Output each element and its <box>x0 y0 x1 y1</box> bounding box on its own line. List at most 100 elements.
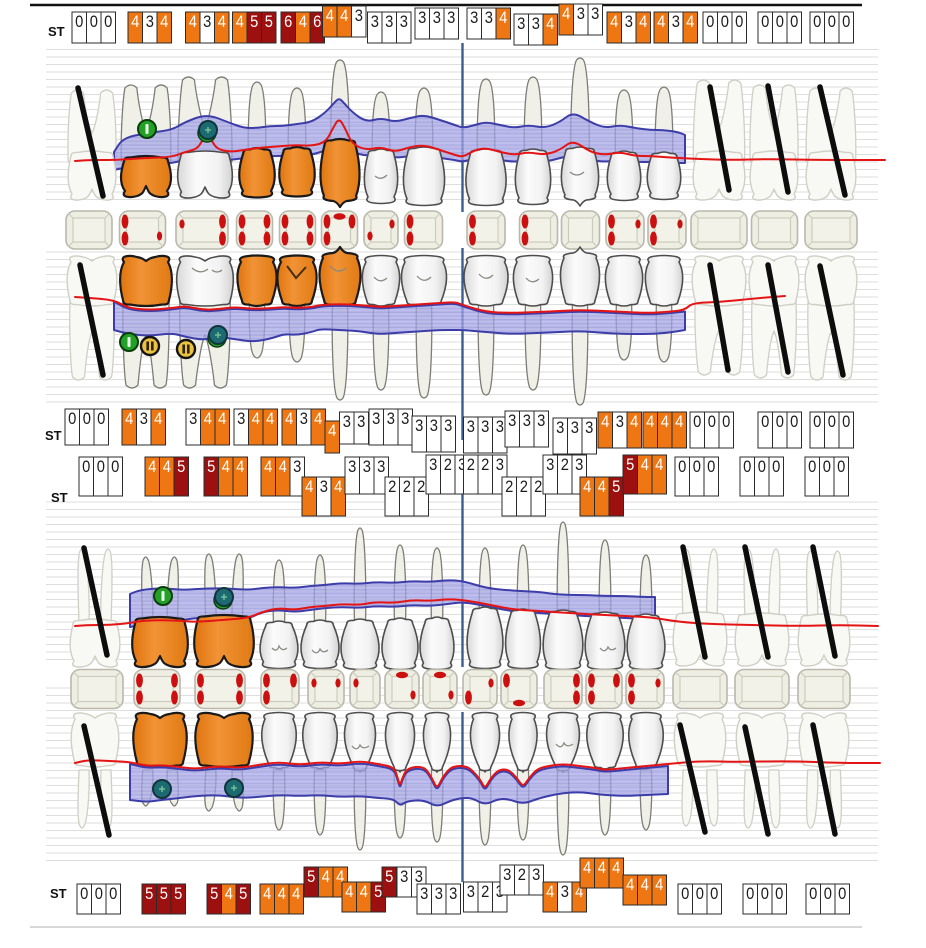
svg-text:0: 0 <box>823 458 831 476</box>
svg-text:0: 0 <box>828 13 836 31</box>
svg-text:4: 4 <box>499 9 507 27</box>
svg-text:3: 3 <box>293 458 301 476</box>
svg-text:0: 0 <box>82 458 90 476</box>
svg-text:0: 0 <box>776 413 784 431</box>
svg-text:3: 3 <box>237 410 245 428</box>
svg-text:5: 5 <box>160 885 168 903</box>
svg-text:0: 0 <box>809 885 817 903</box>
svg-text:3: 3 <box>577 5 585 23</box>
svg-text:3: 3 <box>625 13 633 31</box>
svg-text:3: 3 <box>357 413 365 431</box>
svg-text:3: 3 <box>189 410 197 428</box>
svg-text:0: 0 <box>842 13 850 31</box>
svg-text:2: 2 <box>417 478 425 496</box>
svg-text:5: 5 <box>174 885 182 903</box>
svg-text:3: 3 <box>485 9 493 27</box>
svg-text:3: 3 <box>385 13 393 31</box>
svg-text:3: 3 <box>444 417 452 435</box>
svg-text:2: 2 <box>388 478 396 496</box>
svg-text:0: 0 <box>706 13 714 31</box>
svg-text:6: 6 <box>313 13 321 31</box>
svg-text:3: 3 <box>449 885 457 903</box>
svg-text:2: 2 <box>481 883 489 901</box>
svg-text:4: 4 <box>218 13 226 31</box>
svg-text:3: 3 <box>458 456 466 474</box>
svg-text:0: 0 <box>681 885 689 903</box>
svg-text:ST: ST <box>48 24 65 39</box>
svg-text:ST: ST <box>50 886 67 901</box>
svg-text:2: 2 <box>505 478 513 496</box>
svg-text:0: 0 <box>761 413 769 431</box>
svg-text:3: 3 <box>467 418 475 436</box>
svg-text:0: 0 <box>743 458 751 476</box>
svg-text:4: 4 <box>252 410 260 428</box>
svg-text:4: 4 <box>222 458 230 476</box>
svg-text:3: 3 <box>400 868 408 886</box>
svg-text:4: 4 <box>125 410 133 428</box>
svg-text:3: 3 <box>470 9 478 27</box>
svg-text:3: 3 <box>556 419 564 437</box>
svg-text:3: 3 <box>415 417 423 435</box>
svg-text:2: 2 <box>534 478 542 496</box>
svg-text:3: 3 <box>348 458 356 476</box>
svg-text:4: 4 <box>598 859 606 877</box>
svg-text:4: 4 <box>189 13 197 31</box>
svg-text:4: 4 <box>655 456 663 474</box>
svg-text:0: 0 <box>824 885 832 903</box>
svg-text:2: 2 <box>403 478 411 496</box>
svg-text:3: 3 <box>546 456 554 474</box>
svg-text:0: 0 <box>837 458 845 476</box>
svg-text:0: 0 <box>808 458 816 476</box>
svg-text:0: 0 <box>790 13 798 31</box>
svg-text:4: 4 <box>236 458 244 476</box>
svg-text:0: 0 <box>722 413 730 431</box>
svg-text:4: 4 <box>334 478 342 496</box>
svg-text:4: 4 <box>326 7 334 25</box>
svg-text:4: 4 <box>641 456 649 474</box>
svg-text:0: 0 <box>735 13 743 31</box>
svg-text:0: 0 <box>109 885 117 903</box>
svg-text:0: 0 <box>68 410 76 428</box>
svg-text:4: 4 <box>263 885 271 903</box>
svg-text:4: 4 <box>264 458 272 476</box>
svg-text:3: 3 <box>363 458 371 476</box>
svg-text:5: 5 <box>177 458 185 476</box>
svg-text:0: 0 <box>775 885 783 903</box>
svg-text:0: 0 <box>761 13 769 31</box>
svg-text:3: 3 <box>496 456 504 474</box>
svg-text:4: 4 <box>322 868 330 886</box>
svg-text:3: 3 <box>496 418 504 436</box>
svg-text:5: 5 <box>250 13 258 31</box>
svg-text:4: 4 <box>148 458 156 476</box>
svg-text:0: 0 <box>80 885 88 903</box>
svg-text:0: 0 <box>790 413 798 431</box>
svg-text:3: 3 <box>429 456 437 474</box>
svg-text:3: 3 <box>575 456 583 474</box>
svg-text:4: 4 <box>655 876 663 894</box>
svg-text:5: 5 <box>265 13 273 31</box>
svg-text:3: 3 <box>433 9 441 27</box>
svg-text:2: 2 <box>561 456 569 474</box>
svg-text:3: 3 <box>415 868 423 886</box>
svg-text:3: 3 <box>467 883 475 901</box>
svg-text:4: 4 <box>598 478 606 496</box>
svg-text:5: 5 <box>374 883 382 901</box>
svg-text:4: 4 <box>546 15 554 33</box>
svg-text:0: 0 <box>721 13 729 31</box>
svg-text:0: 0 <box>693 413 701 431</box>
svg-text:4: 4 <box>610 13 618 31</box>
svg-text:4: 4 <box>661 413 669 431</box>
svg-text:4: 4 <box>278 885 286 903</box>
svg-text:4: 4 <box>675 413 683 431</box>
svg-text:3: 3 <box>591 5 599 23</box>
svg-text:0: 0 <box>97 458 105 476</box>
svg-text:0: 0 <box>761 885 769 903</box>
svg-text:4: 4 <box>314 410 322 428</box>
svg-text:0: 0 <box>90 13 98 31</box>
svg-text:3: 3 <box>372 410 380 428</box>
svg-text:0: 0 <box>678 458 686 476</box>
svg-text:3: 3 <box>203 13 211 31</box>
svg-text:0: 0 <box>104 13 112 31</box>
svg-text:3: 3 <box>532 866 540 884</box>
svg-text:4: 4 <box>360 883 368 901</box>
